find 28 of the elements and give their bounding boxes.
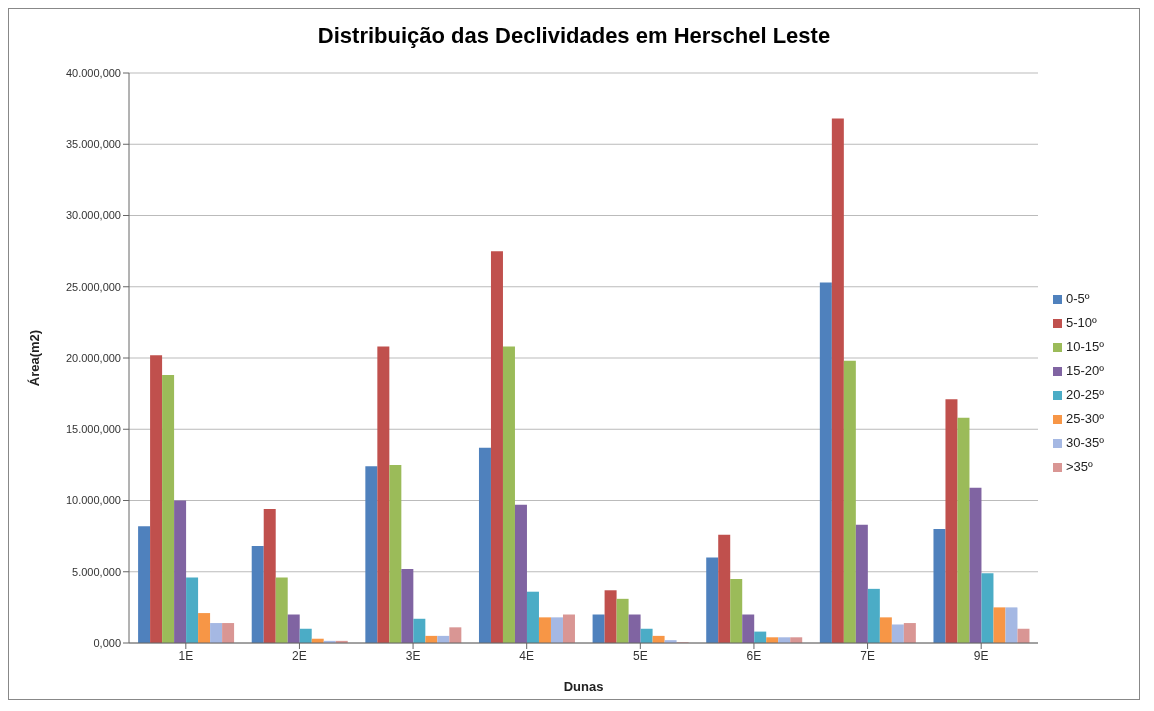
y-tick-label: 25.000,000 — [65, 280, 121, 293]
y-tick-label: 0,000 — [93, 636, 121, 649]
y-tick-label: 20.000,000 — [65, 351, 121, 364]
legend-label: 20-25º — [1066, 387, 1104, 402]
legend-label: 10-15º — [1066, 339, 1104, 354]
legend-label: 30-35º — [1066, 435, 1104, 450]
chart-title: Distribuição das Declividades em Herschel Leste — [316, 22, 832, 50]
x-tick-label: 2E — [292, 648, 307, 663]
y-tick-label: 30.000,000 — [65, 209, 121, 222]
x-tick-label: 1E — [178, 648, 194, 663]
x-tick-label: 5E — [632, 648, 648, 663]
legend-label: 0-5º — [1066, 291, 1090, 306]
x-tick-label: 7E — [860, 648, 875, 663]
y-tick-label: 5.000,000 — [72, 565, 121, 578]
x-tick-label: 6E — [746, 648, 762, 663]
legend-label: >35º — [1066, 459, 1093, 474]
y-axis-title: Área(m2) — [26, 329, 42, 387]
legend-label: 25-30º — [1066, 411, 1104, 426]
y-tick-label: 10.000,000 — [65, 494, 121, 507]
x-tick-label: 3E — [405, 648, 421, 663]
y-tick-label: 40.000,000 — [65, 66, 121, 79]
x-tick-label: 9E — [973, 648, 989, 663]
legend-label: 15-20º — [1066, 363, 1104, 378]
y-tick-label: 15.000,000 — [65, 423, 121, 436]
x-axis-title: Dunas — [563, 679, 604, 694]
x-tick-label: 4E — [519, 648, 535, 663]
legend-label: 5-10º — [1066, 315, 1097, 330]
y-tick-label: 35.000,000 — [65, 138, 121, 151]
